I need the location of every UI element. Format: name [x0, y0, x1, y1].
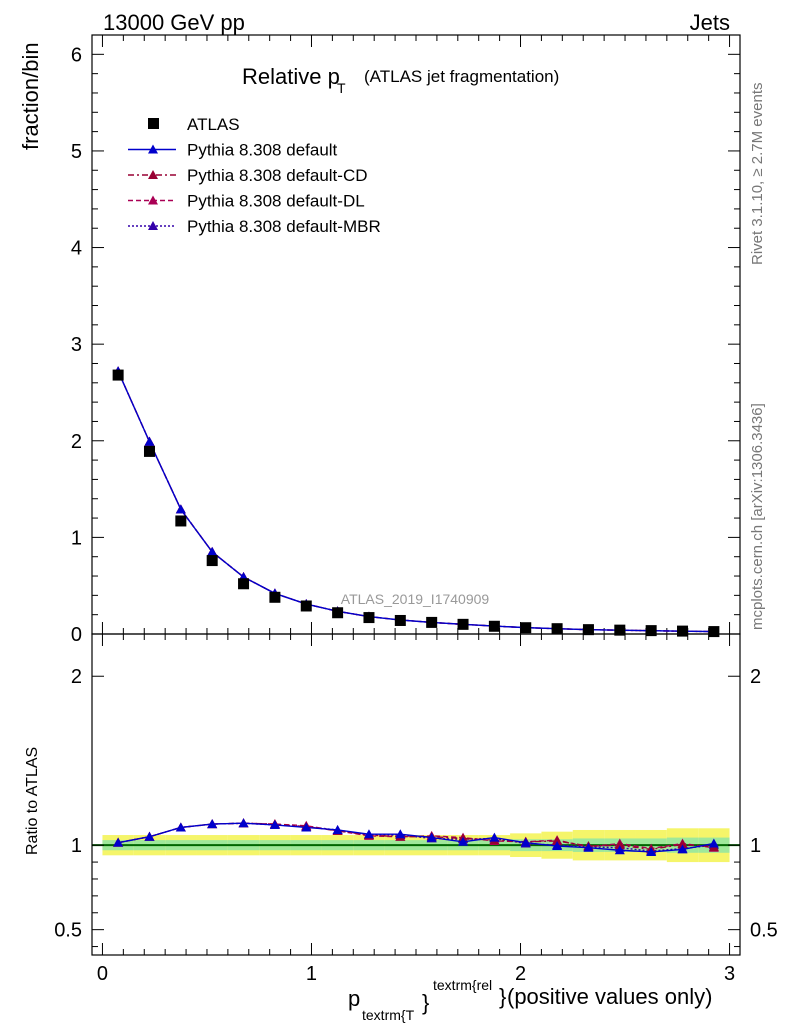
y-tick-label: 0 — [71, 624, 82, 646]
legend-label: Pythia 8.308 default-MBR — [187, 217, 381, 236]
ratio-line — [117, 822, 715, 853]
energy-label: 13000 GeV pp — [103, 10, 245, 35]
mcplots-label: mcplots.cern.ch [arXiv:1306.3436] — [749, 403, 766, 630]
data-point — [269, 591, 281, 603]
data-point — [112, 369, 124, 381]
data-point — [520, 622, 532, 634]
x-label-rest: (positive values only) — [507, 984, 712, 1009]
analysis-label: ATLAS_2019_I1740909 — [341, 591, 490, 607]
legend-marker — [148, 170, 158, 179]
ratio-point — [614, 845, 625, 855]
data-point — [708, 626, 720, 638]
data-point — [677, 625, 689, 637]
x-label-brace: } — [422, 990, 429, 1015]
data-point — [206, 555, 218, 567]
ratio-point — [677, 839, 688, 849]
y-tick-label: 1 — [71, 527, 82, 549]
series-point — [175, 504, 186, 514]
series-point — [207, 546, 218, 556]
data-point — [332, 607, 344, 619]
ratio-uncertainty-bands — [92, 828, 740, 863]
ratio-point — [552, 835, 563, 845]
ratio-point — [426, 832, 437, 842]
title-main: Relative p — [242, 64, 340, 89]
x-tick-label: 1 — [306, 963, 317, 985]
data-point — [457, 618, 469, 630]
rivet-label: Rivet 3.1.10, ≥ 2.7M events — [749, 83, 766, 266]
ratio-axis-label: Ratio to ATLAS — [24, 747, 41, 855]
data-point — [300, 600, 312, 612]
ratio-tick-label: 0.5 — [54, 920, 82, 942]
x-tick-label: 2 — [515, 963, 526, 985]
chart-title: Relative p T (ATLAS jet fragmentation) — [242, 64, 559, 96]
ratio-tick-label: 1 — [71, 835, 82, 857]
data-point — [582, 624, 594, 636]
ratio-series-layer — [113, 818, 719, 856]
data-point — [426, 616, 438, 628]
ratio-point — [677, 844, 688, 854]
ratio-tick-label-right: 1 — [750, 835, 761, 857]
data-point — [175, 515, 187, 527]
legend-marker-data — [148, 118, 159, 129]
ratio-tick-label-right: 0.5 — [750, 920, 778, 942]
data-point — [551, 623, 563, 635]
data-point — [238, 578, 250, 590]
x-tick-label: 0 — [97, 963, 108, 985]
legend-marker — [148, 221, 158, 230]
y-tick-label: 2 — [71, 431, 82, 453]
ratio-tick-label-right: 2 — [750, 666, 761, 688]
main-series-layer — [112, 366, 720, 638]
legend-label: Pythia 8.308 default-CD — [187, 166, 368, 185]
ratio-point — [238, 818, 249, 828]
ratio-point — [332, 824, 343, 834]
ratio-point — [269, 819, 280, 829]
series-point — [144, 436, 155, 446]
data-point — [645, 625, 657, 637]
y-axis-label: fraction/bin — [18, 42, 43, 150]
ratio-point — [646, 846, 657, 856]
x-label-sup: textrm{rel — [433, 977, 492, 993]
data-point — [614, 624, 626, 636]
ratio-point — [301, 822, 312, 832]
ratio-point — [144, 831, 155, 841]
x-label-sub: textrm{T — [362, 1007, 415, 1023]
data-point — [394, 614, 406, 626]
ratio-point — [489, 832, 500, 842]
title-sub: T — [337, 80, 346, 96]
legend-marker — [148, 144, 158, 154]
legend-label: Pythia 8.308 default — [187, 141, 338, 160]
legend-label: Pythia 8.308 default-DL — [187, 192, 365, 211]
y-tick-label: 3 — [71, 334, 82, 356]
ratio-point — [363, 829, 374, 839]
y-tick-label: 5 — [71, 141, 82, 163]
ratio-point — [395, 829, 406, 839]
ratio-point — [708, 838, 719, 848]
y-tick-label: 4 — [71, 238, 82, 260]
ratio-point — [458, 836, 469, 846]
ratio-frame — [91, 633, 741, 956]
data-point — [143, 445, 155, 457]
data-point — [363, 612, 375, 624]
ratio-point — [207, 819, 218, 829]
x-label-p: p — [348, 986, 360, 1011]
ratio-point — [552, 841, 563, 851]
x-axis-label: p textrm{T } textrm{rel } (positive valu… — [348, 977, 712, 1023]
x-tick-label: 3 — [724, 963, 735, 985]
ratio-tick-label: 2 — [71, 666, 82, 688]
process-label: Jets — [690, 10, 730, 35]
ratio-point — [175, 822, 186, 832]
y-tick-label: 6 — [71, 44, 82, 66]
legend-marker — [148, 195, 158, 205]
ratio-point — [113, 837, 124, 847]
title-rest: (ATLAS jet fragmentation) — [364, 67, 559, 86]
legend-label-data: ATLAS — [187, 115, 240, 134]
ratio-point — [583, 842, 594, 852]
x-label-brace2: } — [499, 984, 506, 1009]
data-point — [488, 620, 500, 632]
legend: ATLAS Pythia 8.308 default Pythia 8.308 de… — [128, 115, 381, 236]
ratio-point — [614, 840, 625, 850]
ratio-point — [520, 837, 531, 847]
